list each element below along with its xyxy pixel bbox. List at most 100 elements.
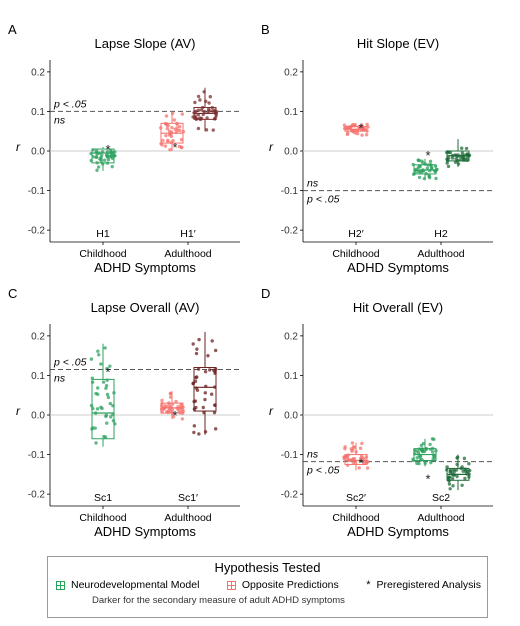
legend-item-opposite: Opposite Predictions — [226, 579, 339, 591]
chart-panel-d: D Hit Overall (EV) -0.2 -0.1 0.0 0.1 0.2 r ns p <… — [261, 286, 493, 539]
data-point — [195, 347, 199, 351]
data-point — [211, 128, 215, 132]
data-point — [425, 166, 430, 170]
data-point — [416, 158, 420, 162]
data-point — [201, 405, 205, 410]
above-line-label: p < .05 — [53, 357, 87, 369]
hypothesis-label: Sc1′ — [178, 492, 198, 504]
data-point — [358, 446, 363, 450]
data-point — [95, 407, 100, 411]
data-point — [111, 419, 116, 423]
data-point — [467, 461, 471, 466]
data-point — [203, 397, 207, 402]
data-point — [462, 156, 466, 160]
data-point — [207, 101, 211, 105]
data-point — [104, 413, 109, 418]
y-tick-label: -0.2 — [28, 490, 46, 501]
data-point — [170, 111, 175, 116]
data-point — [109, 155, 114, 159]
data-point — [96, 165, 101, 169]
data-point — [198, 98, 202, 102]
data-point — [428, 442, 432, 447]
data-point — [429, 460, 433, 465]
data-point — [353, 460, 358, 465]
data-point — [419, 443, 424, 448]
data-point — [103, 346, 107, 350]
data-point — [99, 157, 103, 161]
x-tick-label: Childhood — [332, 512, 379, 524]
y-tick-label: 0.2 — [284, 331, 298, 342]
data-point — [168, 409, 173, 413]
legend-key-opposite — [226, 580, 236, 590]
data-point — [165, 123, 169, 127]
data-point — [351, 457, 356, 461]
data-point — [448, 468, 453, 473]
data-point — [448, 150, 453, 155]
data-point — [90, 380, 95, 384]
data-point — [349, 447, 353, 451]
preregistered-star: * — [358, 455, 363, 470]
data-point — [168, 395, 173, 399]
preregistered-star: * — [105, 364, 110, 379]
data-point — [459, 146, 464, 150]
above-line-label: ns — [307, 178, 319, 190]
data-point — [169, 134, 174, 138]
x-tick-label: Childhood — [332, 248, 379, 260]
y-tick-label: 0.2 — [284, 67, 298, 78]
chart-panel-a: A Lapse Slope (AV) -0.2 -0.1 0.0 0.1 0.2 r p < .… — [8, 22, 240, 275]
data-point — [203, 430, 208, 434]
x-tick-label: Childhood — [79, 248, 126, 260]
hypothesis-label: H1′ — [180, 228, 195, 240]
y-tick-label: 0.1 — [31, 371, 45, 382]
data-point — [196, 367, 201, 371]
y-tick-label: -0.2 — [281, 490, 299, 501]
data-point — [109, 415, 113, 419]
y-tick-label: 0.0 — [31, 147, 45, 158]
data-point — [104, 386, 108, 390]
data-point — [364, 132, 369, 137]
below-line-label: p < .05 — [306, 465, 340, 477]
y-tick-label: -0.1 — [281, 450, 299, 461]
y-tick-label: 0.1 — [284, 371, 298, 382]
x-tick-label: Adulthood — [164, 512, 211, 524]
data-point — [95, 168, 99, 172]
data-point — [96, 349, 100, 353]
y-tick-label: 0.2 — [31, 331, 45, 342]
data-point — [101, 380, 106, 384]
legend-label-neurodevelopmental: Neurodevelopmental Model — [71, 579, 200, 591]
data-point — [456, 162, 461, 166]
data-point — [105, 392, 110, 397]
data-point — [343, 447, 347, 451]
data-point — [174, 399, 178, 404]
panel-letter: A — [8, 22, 17, 37]
data-point — [415, 449, 419, 453]
data-point — [463, 476, 467, 481]
data-point — [415, 456, 419, 460]
data-point — [209, 392, 214, 396]
data-point — [346, 131, 350, 135]
data-point — [108, 401, 113, 406]
data-point — [455, 474, 459, 479]
data-point — [445, 465, 449, 469]
data-point — [197, 337, 201, 342]
data-point — [194, 109, 198, 114]
data-point — [451, 484, 455, 488]
data-point — [360, 441, 364, 446]
data-point — [94, 155, 98, 159]
below-line-label: ns — [54, 114, 66, 126]
x-axis-label: ADHD Symptoms — [94, 524, 196, 539]
preregistered-star: * — [172, 140, 177, 155]
data-point — [427, 175, 432, 180]
data-point — [89, 357, 94, 361]
data-point — [160, 398, 164, 403]
data-point — [104, 383, 109, 388]
data-point — [171, 415, 176, 419]
y-axis-label: r — [269, 404, 274, 418]
data-point — [179, 137, 184, 142]
chart-title: Hit Slope (EV) — [357, 36, 439, 51]
data-point — [106, 395, 111, 400]
data-point — [161, 138, 165, 143]
legend-label-opposite: Opposite Predictions — [241, 579, 339, 591]
data-point — [205, 116, 209, 120]
data-point — [210, 339, 214, 343]
